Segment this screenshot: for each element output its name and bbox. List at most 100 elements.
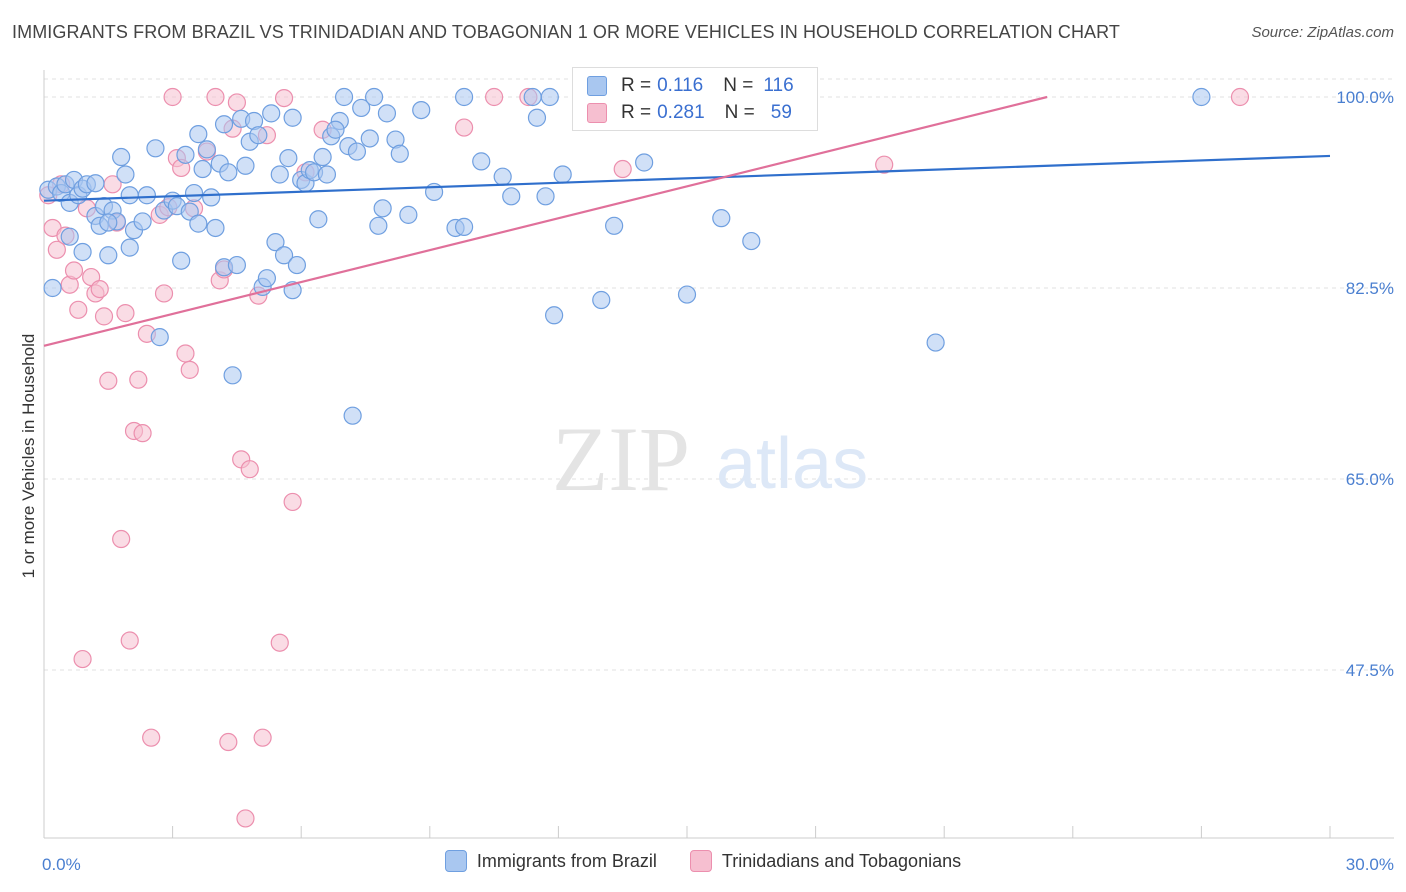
trinidadian-point[interactable]: [227, 93, 246, 112]
brazil-point[interactable]: [120, 238, 139, 257]
brazil-point[interactable]: [352, 98, 371, 118]
brazil-point[interactable]: [197, 140, 216, 159]
brazil-point[interactable]: [472, 152, 491, 171]
brazil-point[interactable]: [364, 87, 384, 107]
trinidadian-point[interactable]: [64, 261, 84, 280]
brazil-point[interactable]: [279, 149, 298, 168]
brazil-point[interactable]: [493, 167, 512, 186]
brazil-point[interactable]: [334, 87, 354, 107]
trinidadian-point[interactable]: [875, 155, 894, 174]
brazil-point[interactable]: [360, 129, 379, 148]
brazil-point[interactable]: [369, 216, 388, 235]
trinidadian-point[interactable]: [47, 240, 66, 259]
trinidadian-point[interactable]: [274, 88, 294, 108]
brazil-point[interactable]: [399, 205, 418, 224]
brazil-point[interactable]: [287, 255, 307, 275]
brazil-point[interactable]: [553, 165, 572, 184]
brazil-point[interactable]: [99, 246, 118, 265]
trinidadian-point[interactable]: [154, 284, 174, 303]
trinidadian-point[interactable]: [129, 370, 148, 389]
brazil-point[interactable]: [313, 147, 332, 167]
brazil-point[interactable]: [283, 108, 302, 127]
brazil-point[interactable]: [137, 186, 156, 205]
trinidadian-point[interactable]: [112, 529, 131, 549]
brazil-point[interactable]: [545, 306, 564, 325]
trinidadian-point[interactable]: [69, 300, 88, 319]
brazil-point[interactable]: [605, 216, 624, 235]
trinidadian-point[interactable]: [236, 809, 255, 828]
brazil-point[interactable]: [73, 242, 92, 262]
brazil-point[interactable]: [270, 165, 289, 184]
trinidadian-point[interactable]: [90, 279, 109, 299]
brazil-point[interactable]: [219, 163, 238, 182]
trinidadian-point[interactable]: [94, 307, 114, 326]
brazil-point[interactable]: [262, 104, 281, 123]
brazil-point[interactable]: [214, 115, 234, 134]
brazil-point[interactable]: [176, 145, 195, 164]
brazil-point[interactable]: [454, 87, 474, 107]
brazil-point[interactable]: [712, 209, 731, 228]
trinidadian-point[interactable]: [163, 87, 182, 107]
brazil-point[interactable]: [112, 147, 131, 167]
brazil-point[interactable]: [227, 255, 246, 275]
brazil-point[interactable]: [189, 214, 208, 233]
brazil-point[interactable]: [206, 218, 225, 238]
brazil-point[interactable]: [257, 269, 277, 288]
trinidadian-point[interactable]: [1230, 87, 1250, 107]
brazil-point[interactable]: [540, 87, 559, 107]
brazil-point[interactable]: [202, 188, 221, 207]
trinidadian-point[interactable]: [180, 360, 199, 379]
brazil-point[interactable]: [309, 210, 328, 229]
trinidadian-point[interactable]: [454, 118, 474, 137]
brazil-point[interactable]: [412, 100, 431, 120]
trinidadian-point[interactable]: [240, 460, 259, 479]
brazil-point[interactable]: [86, 174, 105, 193]
trinidadian-point[interactable]: [206, 87, 225, 107]
brazil-point[interactable]: [502, 187, 521, 206]
trinidadian-point[interactable]: [73, 649, 92, 669]
brazil-point[interactable]: [343, 406, 362, 425]
trinidadian-point[interactable]: [270, 633, 289, 652]
brazil-point[interactable]: [189, 125, 208, 144]
brazil-point[interactable]: [347, 142, 367, 161]
brazil-point[interactable]: [116, 165, 135, 184]
brazil-point[interactable]: [390, 144, 409, 163]
brazil-point[interactable]: [99, 213, 118, 232]
trinidadian-point[interactable]: [219, 732, 238, 752]
brazil-point[interactable]: [120, 186, 139, 205]
trinidadian-point[interactable]: [120, 631, 139, 650]
brazil-point[interactable]: [677, 285, 697, 304]
brazil-point[interactable]: [523, 87, 542, 107]
brazil-point[interactable]: [377, 104, 397, 123]
brazil-point[interactable]: [317, 165, 337, 184]
brazil-point[interactable]: [236, 156, 255, 175]
brazil-point[interactable]: [274, 246, 294, 265]
trinidadian-point[interactable]: [253, 728, 272, 747]
trinidadian-point[interactable]: [133, 424, 152, 443]
brazil-point[interactable]: [742, 231, 761, 251]
trinidadian-point[interactable]: [485, 87, 504, 107]
trinidadian-point[interactable]: [116, 304, 135, 323]
trinidadian-point[interactable]: [99, 371, 118, 390]
trinidadian-point[interactable]: [176, 344, 195, 363]
trinidadian-point[interactable]: [613, 159, 632, 179]
brazil-point[interactable]: [133, 212, 152, 231]
brazil-point[interactable]: [193, 159, 212, 179]
brazil-point[interactable]: [454, 217, 474, 236]
brazil-point[interactable]: [249, 126, 268, 145]
legend-item-trinidadians[interactable]: Trinidadians and Tobagonians: [689, 850, 961, 872]
brazil-point[interactable]: [223, 366, 242, 385]
brazil-point[interactable]: [592, 290, 611, 310]
brazil-point[interactable]: [1192, 87, 1211, 107]
brazil-point[interactable]: [184, 183, 204, 203]
brazil-point[interactable]: [326, 120, 345, 139]
trinidadian-point[interactable]: [283, 492, 302, 512]
brazil-point[interactable]: [635, 153, 654, 172]
brazil-point[interactable]: [146, 139, 165, 158]
brazil-point[interactable]: [43, 278, 62, 298]
brazil-point[interactable]: [172, 251, 191, 270]
trinidadian-point[interactable]: [142, 728, 161, 747]
brazil-point[interactable]: [527, 108, 547, 127]
brazil-point[interactable]: [266, 233, 285, 252]
legend-item-brazil[interactable]: Immigrants from Brazil: [444, 850, 657, 872]
